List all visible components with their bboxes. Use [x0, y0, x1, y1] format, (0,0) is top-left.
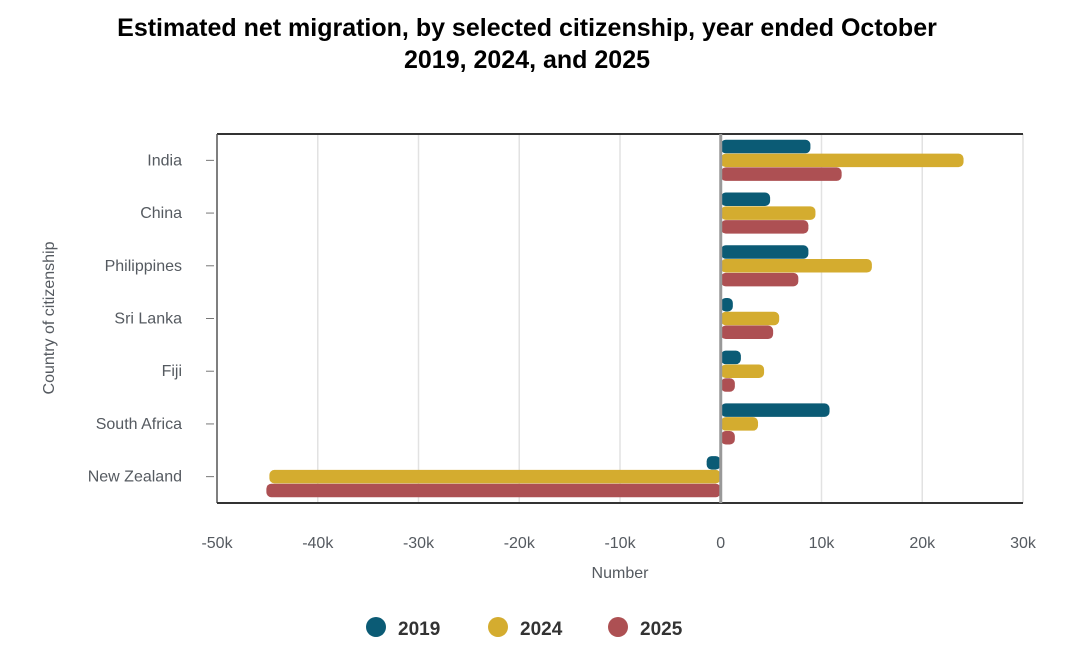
bar-2024 — [720, 206, 816, 220]
x-tick-label: 10k — [809, 535, 836, 552]
y-tick-labels: India China Philippines Sri Lanka Fiji South … — [88, 152, 182, 485]
x-tick-label: -50k — [201, 535, 233, 552]
bar-2024 — [269, 469, 721, 484]
bar-2019 — [720, 139, 811, 154]
bar-2024 — [720, 259, 872, 273]
bar-2025 — [720, 378, 735, 392]
bar-2024 — [720, 364, 765, 378]
y-axis-label: Country of citizenship — [41, 241, 58, 394]
bar-2019 — [720, 350, 741, 365]
legend-marker-2024 — [488, 617, 508, 637]
chart-title-line-2: 2019, 2024, and 2025 — [403, 46, 651, 74]
axes — [206, 133, 1023, 504]
x-tick-label: -20k — [504, 535, 536, 552]
bar-2024 — [720, 311, 780, 326]
bar-2019 — [720, 297, 733, 312]
x-tick-labels: -50k -40k -30k -20k -10k 0 10k 20k 30k — [201, 535, 1036, 552]
x-tick-label: -30k — [403, 535, 435, 552]
chart-title-line-1: Estimated net migration, by selected cit… — [117, 14, 937, 42]
legend-label-2025: 2025 — [640, 619, 683, 640]
y-tick-label: Fiji — [162, 363, 182, 380]
bar-2019 — [720, 245, 809, 259]
bar-2025 — [720, 272, 799, 287]
chart-title: Estimated net migration, by selected cit… — [0, 12, 1054, 76]
bar-2024 — [720, 153, 964, 168]
bar-2025 — [720, 325, 774, 340]
x-tick-label: 0 — [716, 535, 725, 552]
y-tick-label: South Africa — [96, 416, 182, 433]
bar-2024 — [720, 417, 759, 431]
x-tick-label: -10k — [604, 535, 636, 552]
y-tick-label: Philippines — [105, 258, 182, 275]
bar-2025 — [266, 483, 721, 498]
bar-2019 — [706, 456, 721, 470]
x-tick-label: 30k — [1010, 535, 1037, 552]
legend-label-2019: 2019 — [398, 619, 440, 640]
y-tick-label: Sri Lanka — [114, 311, 182, 328]
x-axis-label: Number — [592, 565, 650, 582]
x-tick-label: -40k — [302, 535, 334, 552]
y-tick-label: China — [140, 205, 182, 222]
bars — [266, 139, 964, 498]
bar-2025 — [720, 220, 809, 234]
legend-label-2024: 2024 — [520, 619, 563, 640]
legend: 2019 2024 2025 — [366, 617, 683, 640]
bar-2025 — [720, 430, 735, 445]
legend-marker-2025 — [608, 617, 628, 637]
gridlines — [317, 134, 1024, 503]
y-tick-label: New Zealand — [88, 469, 182, 486]
legend-marker-2019 — [366, 617, 386, 637]
y-tick-label: India — [147, 152, 182, 169]
bar-2019 — [720, 403, 830, 417]
bar-2025 — [720, 167, 842, 181]
x-tick-label: 20k — [909, 535, 936, 552]
bar-2019 — [720, 192, 771, 207]
